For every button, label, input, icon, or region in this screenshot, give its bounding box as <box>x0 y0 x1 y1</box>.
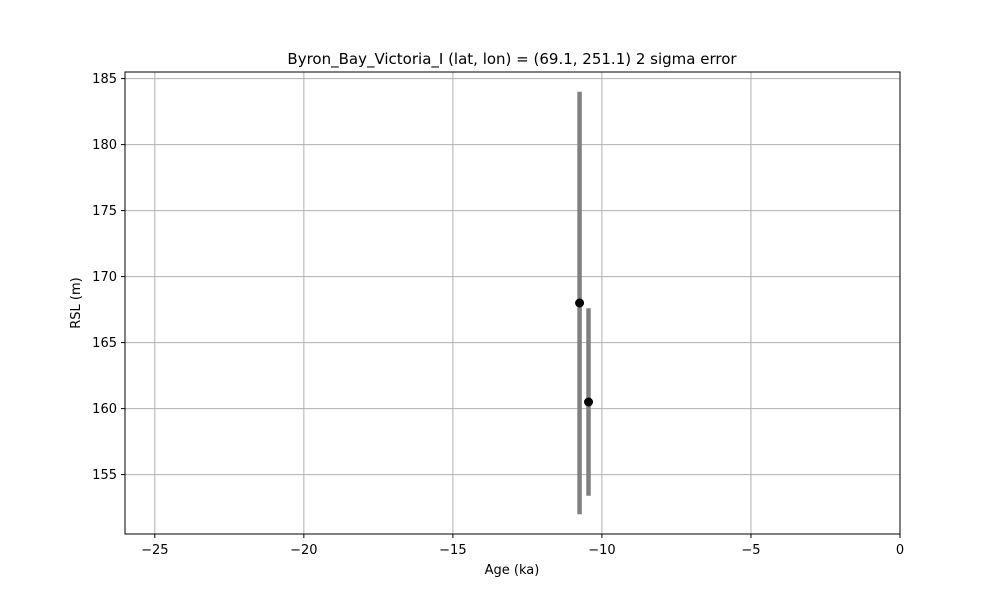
x-axis-label: Age (ka) <box>485 563 540 578</box>
data-point <box>575 298 585 308</box>
y-tick-label: 160 <box>92 402 117 417</box>
chart-title: Byron_Bay_Victoria_I (lat, lon) = (69.1,… <box>287 50 737 69</box>
x-tick-label: −20 <box>290 543 317 558</box>
y-axis-label: RSL (m) <box>69 277 84 328</box>
x-tick-label: −25 <box>141 543 168 558</box>
data-point <box>584 397 594 407</box>
y-tick-label: 180 <box>92 138 117 153</box>
x-tick-label: −10 <box>588 543 615 558</box>
y-tick-label: 155 <box>92 468 117 483</box>
x-tick-label: 0 <box>896 543 904 558</box>
y-tick-label: 175 <box>92 204 117 219</box>
y-tick-label: 170 <box>92 270 117 285</box>
y-tick-label: 165 <box>92 336 117 351</box>
data-points <box>575 298 594 407</box>
grid-lines <box>125 72 901 534</box>
y-axis-ticks: 155 160 165 170 175 180 185 <box>92 72 125 483</box>
plot-frame <box>124 71 901 535</box>
y-tick-label: 185 <box>92 72 117 87</box>
x-axis-ticks: −25 −20 −15 −10 −5 0 <box>141 534 904 558</box>
x-tick-label: −15 <box>439 543 466 558</box>
x-tick-label: −5 <box>741 543 760 558</box>
